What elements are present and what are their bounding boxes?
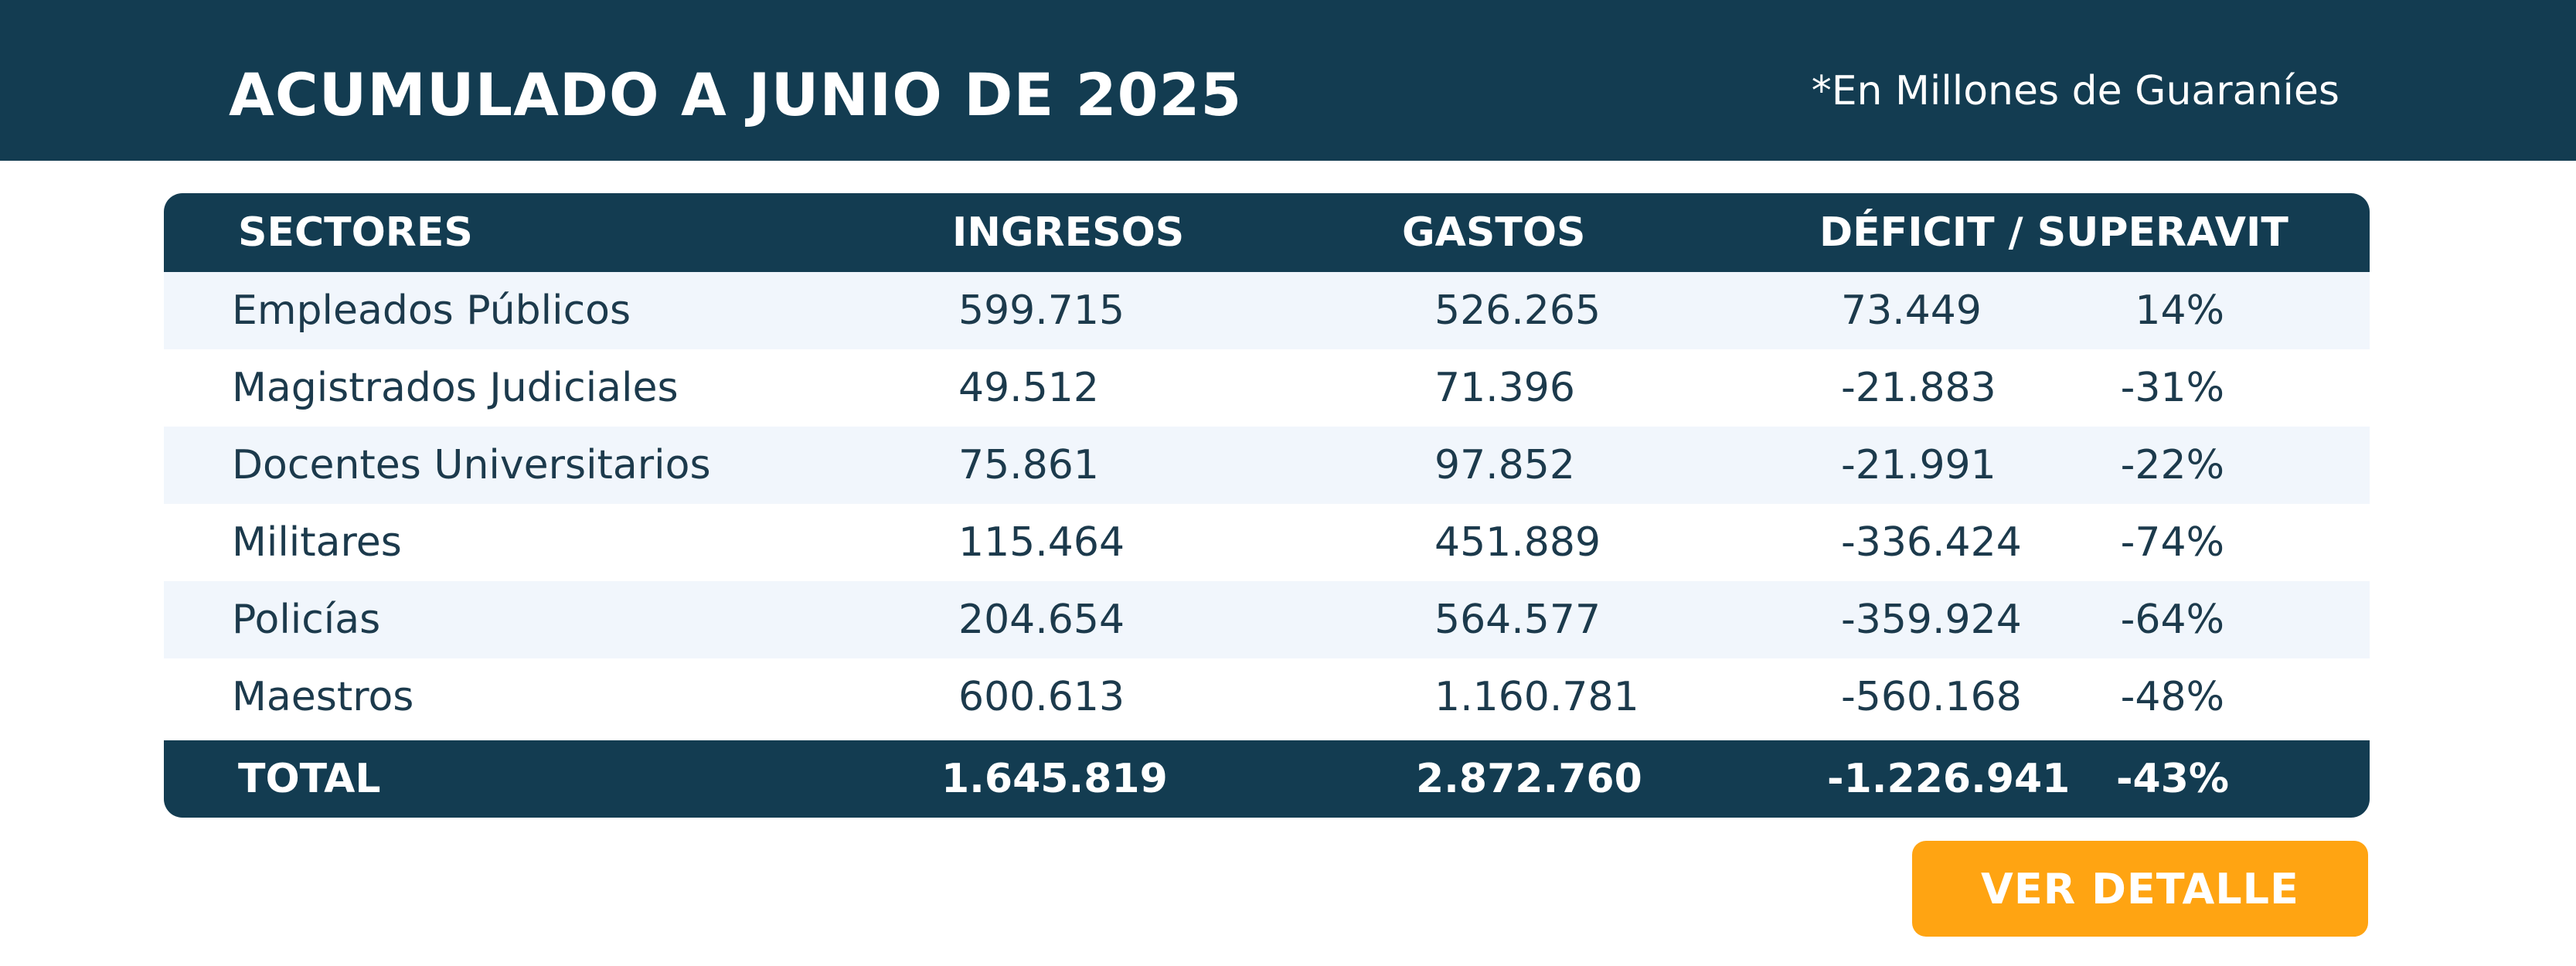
gastos-cell: 564.577: [1434, 597, 1601, 643]
ver-detalle-button[interactable]: VER DETALLE: [1912, 841, 2368, 937]
percent-cell: -48%: [2120, 674, 2224, 720]
sector-cell: Maestros: [232, 674, 414, 720]
table-header: SECTORES INGRESOS GASTOS DÉFICIT / SUPER…: [164, 193, 2370, 272]
total-gastos: 2.872.760: [1416, 756, 1642, 802]
table-row: Empleados Públicos 599.715 526.265 73.44…: [164, 272, 2370, 349]
total-label: TOTAL: [238, 756, 381, 802]
deficit-cell: -21.883: [1841, 365, 1996, 411]
column-header-ingresos: INGRESOS: [952, 209, 1185, 256]
table-row: Magistrados Judiciales 49.512 71.396 -21…: [164, 349, 2370, 427]
deficit-cell: -560.168: [1841, 674, 2022, 720]
sector-cell: Policías: [232, 597, 381, 643]
percent-cell: -31%: [2120, 365, 2224, 411]
gastos-cell: 1.160.781: [1434, 674, 1639, 720]
gastos-cell: 97.852: [1434, 442, 1575, 488]
sector-table: SECTORES INGRESOS GASTOS DÉFICIT / SUPER…: [164, 193, 2370, 818]
deficit-cell: -359.924: [1841, 597, 2022, 643]
sector-cell: Militares: [232, 519, 402, 566]
units-note: *En Millones de Guaraníes: [1811, 68, 2339, 114]
percent-cell: -22%: [2120, 442, 2224, 488]
ingresos-cell: 49.512: [958, 365, 1099, 411]
column-header-gastos: GASTOS: [1402, 209, 1586, 256]
ingresos-cell: 115.464: [958, 519, 1125, 566]
page-title: ACUMULADO A JUNIO DE 2025: [229, 60, 1243, 129]
column-header-deficit: DÉFICIT / SUPERAVIT: [1819, 209, 2288, 256]
sector-cell: Docentes Universitarios: [232, 442, 711, 488]
ingresos-cell: 600.613: [958, 674, 1125, 720]
ingresos-cell: 599.715: [958, 287, 1125, 334]
deficit-cell: -336.424: [1841, 519, 2022, 566]
percent-cell: -74%: [2120, 519, 2224, 566]
gastos-cell: 451.889: [1434, 519, 1601, 566]
total-ingresos: 1.645.819: [941, 756, 1168, 802]
table-row: Docentes Universitarios 75.861 97.852 -2…: [164, 427, 2370, 504]
gastos-cell: 71.396: [1434, 365, 1575, 411]
table-row: Militares 115.464 451.889 -336.424 -74%: [164, 504, 2370, 581]
total-deficit: -1.226.941: [1827, 756, 2071, 802]
header-banner: ACUMULADO A JUNIO DE 2025 *En Millones d…: [0, 0, 2576, 161]
total-percent: -43%: [2115, 756, 2229, 802]
percent-cell: -64%: [2120, 597, 2224, 643]
deficit-cell: 73.449: [1841, 287, 1982, 334]
ingresos-cell: 75.861: [958, 442, 1099, 488]
table-row: Policías 204.654 564.577 -359.924 -64%: [164, 581, 2370, 658]
sector-cell: Empleados Públicos: [232, 287, 631, 334]
total-row: TOTAL 1.645.819 2.872.760 -1.226.941 -43…: [164, 740, 2370, 818]
gastos-cell: 526.265: [1434, 287, 1601, 334]
deficit-cell: -21.991: [1841, 442, 1996, 488]
column-header-sectores: SECTORES: [238, 209, 473, 256]
sector-cell: Magistrados Judiciales: [232, 365, 679, 411]
ingresos-cell: 204.654: [958, 597, 1125, 643]
percent-cell: 14%: [2135, 287, 2224, 334]
table-row: Maestros 600.613 1.160.781 -560.168 -48%: [164, 658, 2370, 736]
